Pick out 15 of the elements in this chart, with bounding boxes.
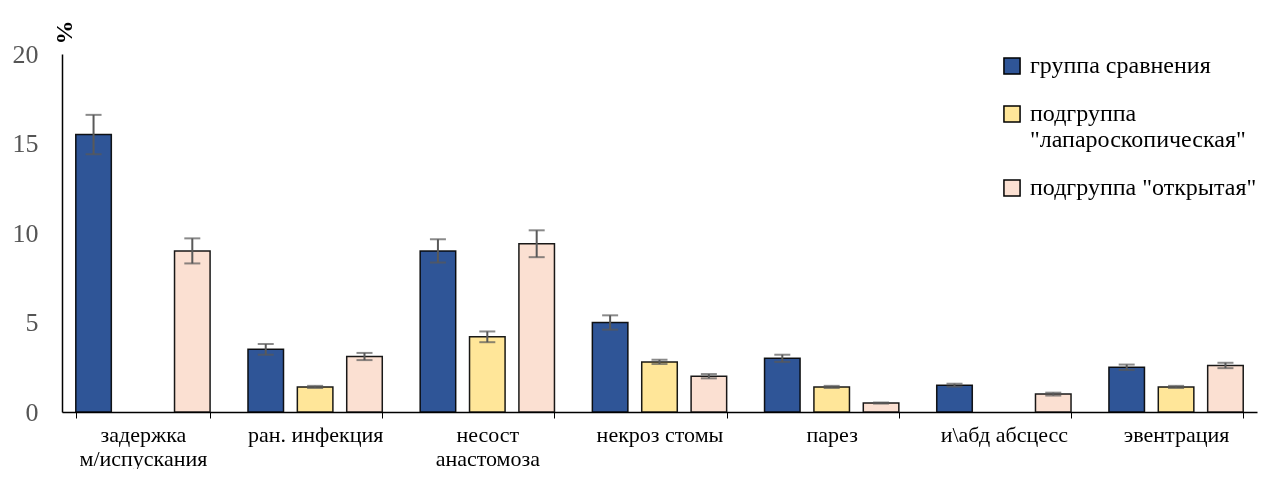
legend-label: группа сравнения xyxy=(1030,52,1211,78)
legend-label: подгруппа "лапароскопическая" xyxy=(1030,100,1246,152)
x-tick-label: ран. инфекция xyxy=(247,421,384,447)
x-tick-label: и\абд абсцесс xyxy=(940,421,1069,447)
legend-label: подгруппа "открытая" xyxy=(1030,174,1257,200)
y-tick-label: 20 xyxy=(12,39,39,69)
x-tick-label: несост анастомоза xyxy=(435,421,541,471)
x-tick-label: эвентрация xyxy=(1123,421,1230,447)
x-tick-label: некроз стомы xyxy=(596,421,724,447)
y-tick-label: 0 xyxy=(25,397,39,427)
y-axis-title: % xyxy=(50,20,77,45)
y-tick-label: 15 xyxy=(12,129,39,158)
y-tick-label: 5 xyxy=(25,308,39,337)
y-tick-label: 10 xyxy=(12,218,39,248)
x-tick-label: парез xyxy=(806,421,858,447)
